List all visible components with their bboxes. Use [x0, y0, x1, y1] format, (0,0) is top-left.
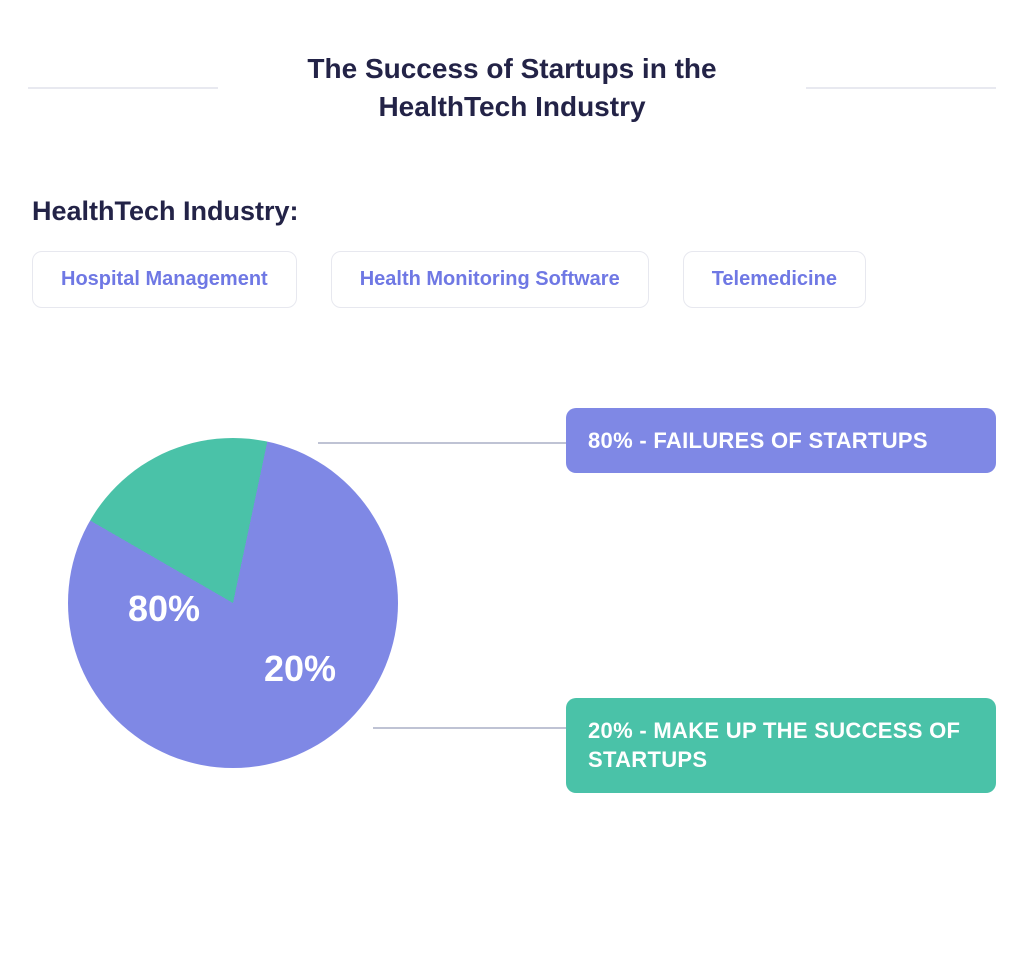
- chip-telemedicine: Telemedicine: [683, 251, 866, 308]
- title-row: The Success of Startups in the HealthTec…: [28, 50, 996, 126]
- title-rule-right: [806, 87, 996, 89]
- pie-slice-label-failures: 80%: [128, 588, 200, 630]
- chip-hospital-management: Hospital Management: [32, 251, 297, 308]
- chip-health-monitoring: Health Monitoring Software: [331, 251, 649, 308]
- section-label: HealthTech Industry:: [28, 196, 996, 227]
- callout-success: 20% - MAKE UP THE SUCCESS OF STARTUPS: [566, 698, 996, 793]
- title-rule-left: [28, 87, 218, 89]
- callout-failures: 80% - FAILURES OF STARTUPS: [566, 408, 996, 474]
- pie-slice-label-success: 20%: [264, 648, 336, 690]
- chart-area: 80% 20% 80% - FAILURES OF STARTUPS 20% -…: [28, 418, 996, 898]
- infographic-root: The Success of Startups in the HealthTec…: [0, 0, 1024, 964]
- page-title: The Success of Startups in the HealthTec…: [242, 50, 782, 126]
- chip-row: Hospital Management Health Monitoring So…: [28, 251, 996, 308]
- pie-disc: [68, 438, 398, 768]
